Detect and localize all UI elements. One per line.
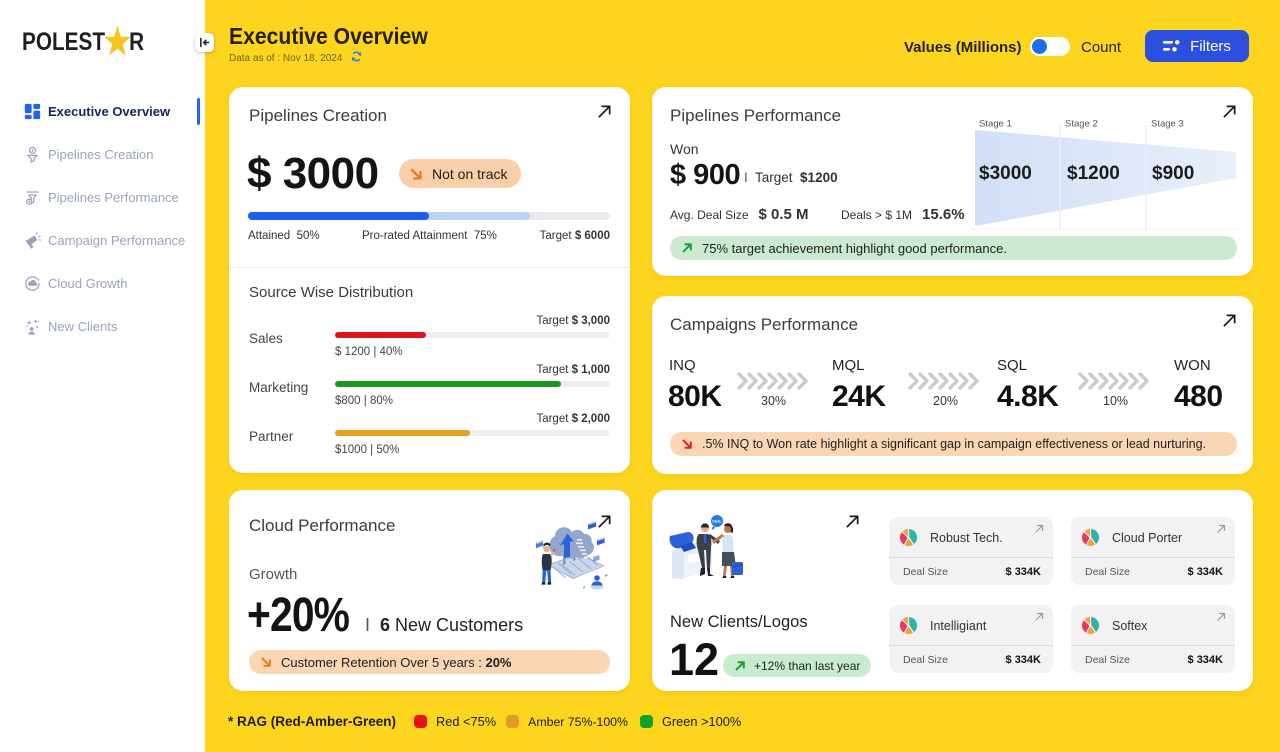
svg-text:$900: $900 <box>1152 163 1194 184</box>
svg-text:DEAL: DEAL <box>712 520 721 524</box>
svg-text:Stage 2: Stage 2 <box>1065 118 1098 129</box>
svg-text:Stage 3: Stage 3 <box>1151 118 1184 129</box>
svg-text:$1200: $1200 <box>1067 163 1120 184</box>
svg-text:Stage 1: Stage 1 <box>979 118 1012 129</box>
svg-text:$3000: $3000 <box>979 163 1032 184</box>
